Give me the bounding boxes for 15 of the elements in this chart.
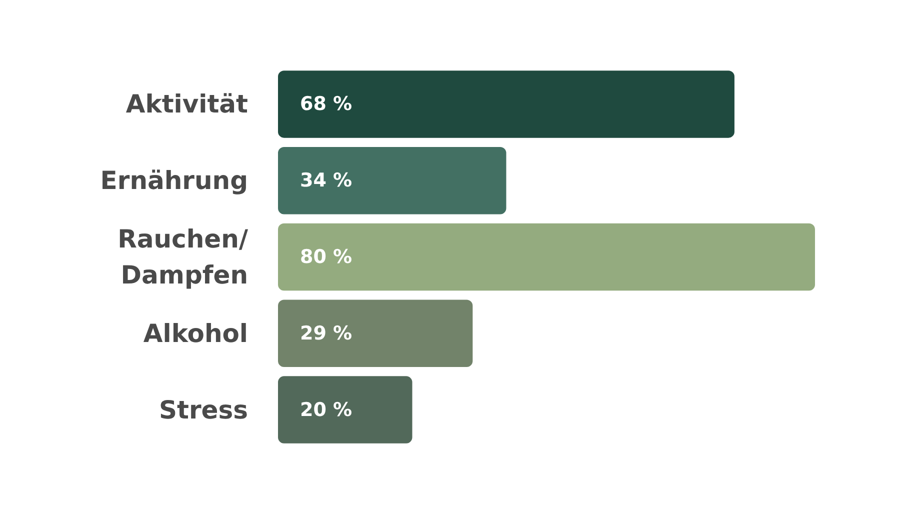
- bar: [278, 300, 473, 368]
- y-tick-label: Stress: [158, 395, 248, 424]
- bar: [278, 223, 815, 291]
- y-tick-label: Alkohol: [143, 318, 248, 348]
- data-label: 20 %: [300, 398, 352, 421]
- bar: [278, 70, 734, 138]
- y-tick-label: Aktivität: [126, 90, 248, 119]
- data-label: 34 %: [300, 170, 352, 192]
- data-label: 68 %: [300, 93, 352, 116]
- bar: [278, 146, 506, 214]
- y-tick-label: Ernährung: [100, 166, 248, 196]
- data-label: 29 %: [300, 322, 352, 344]
- data-label: 80 %: [300, 246, 352, 268]
- y-tick-label: Rauchen/ Dampfen: [118, 224, 249, 290]
- bar: [278, 376, 412, 444]
